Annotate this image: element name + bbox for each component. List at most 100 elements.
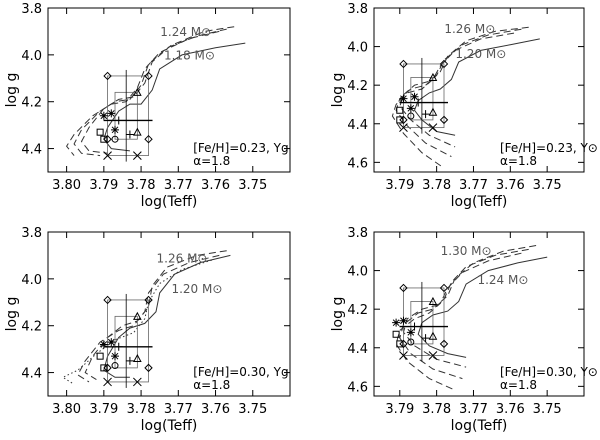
marker-square bbox=[396, 106, 404, 114]
marker-cross bbox=[399, 123, 408, 132]
plot-frame bbox=[373, 7, 585, 173]
marker-plus bbox=[421, 334, 430, 343]
y-tick-label: 4.2 bbox=[347, 303, 368, 318]
x-tick-label: 3.79 bbox=[385, 178, 414, 193]
x-tick-label: 3.79 bbox=[89, 178, 118, 193]
marker-triangle bbox=[428, 296, 438, 305]
marker-square bbox=[396, 340, 404, 348]
marker-asterisk bbox=[410, 92, 419, 101]
marker-diamond bbox=[103, 71, 112, 81]
x-tick-label: 3.75 bbox=[533, 402, 562, 417]
track-line-2 bbox=[77, 254, 220, 383]
marker-diamond bbox=[144, 71, 153, 81]
track-line-2 bbox=[399, 248, 529, 380]
mass-label: 1.26 M⊙ bbox=[157, 251, 208, 265]
panel-bottom-left: 3.80 3.79 3.78 3.77 3.76 3.75 3.8 4.0 4.2 4.4 log(… bbox=[4, 226, 291, 434]
x-tick-label: 3.75 bbox=[238, 178, 267, 193]
marker-cross bbox=[103, 377, 112, 387]
panel-top-left: 3.80 3.79 3.78 3.77 3.76 3.75 3.8 4.0 4.2 4.4 log(… bbox=[4, 2, 291, 210]
marker-triangle bbox=[133, 87, 142, 96]
marker-plus bbox=[125, 356, 134, 365]
marker-cross bbox=[428, 123, 438, 132]
composition-annotation: [Fe/H]=0.30, Yg bbox=[193, 365, 288, 379]
marker-diamond bbox=[399, 283, 408, 293]
marker-square bbox=[396, 116, 404, 124]
marker-circle bbox=[111, 135, 119, 143]
composition-annotation: α=1.8 bbox=[500, 154, 537, 168]
marker-circle bbox=[407, 338, 415, 346]
marker-plus bbox=[125, 130, 134, 139]
marker-asterisk bbox=[406, 104, 415, 113]
x-axis-title: log(Teff) bbox=[141, 194, 198, 210]
marker-cross bbox=[428, 351, 438, 360]
y-tick-label: 4.6 bbox=[347, 380, 368, 395]
y-tick-label: 4.0 bbox=[347, 41, 368, 56]
marker-square bbox=[100, 364, 108, 372]
y-axis-title: log g bbox=[330, 73, 346, 108]
mass-label: 1.24 M⊙ bbox=[160, 25, 211, 39]
y-axis-title: log g bbox=[4, 297, 20, 332]
track-line-2 bbox=[73, 28, 227, 157]
y-tick-label: 4.4 bbox=[347, 342, 368, 357]
mass-label: 1.20 M⊙ bbox=[455, 47, 506, 61]
marker-asterisk bbox=[99, 111, 108, 120]
composition-annotation: [Fe/H]=0.30, Y⊙ bbox=[500, 365, 598, 379]
marker-asterisk bbox=[107, 338, 116, 347]
x-tick-label: 3.79 bbox=[89, 402, 118, 417]
mass-label: 1.24 M⊙ bbox=[477, 273, 528, 287]
x-tick-label: 3.80 bbox=[52, 402, 81, 417]
y-axis-title: log g bbox=[4, 73, 20, 108]
marker-triangle bbox=[133, 311, 142, 320]
panel-bottom-right: 3.79 3.78 3.77 3.76 3.75 3.8 4.0 4.2 4.4 4.6 log(T… bbox=[330, 226, 598, 434]
marker-plus bbox=[114, 116, 123, 125]
marker-diamond bbox=[144, 295, 153, 305]
marker-diamond bbox=[144, 363, 153, 373]
marker-asterisk bbox=[399, 316, 408, 325]
marker-asterisk bbox=[99, 340, 108, 349]
marker-asterisk bbox=[406, 328, 415, 337]
track-line-2 bbox=[395, 28, 522, 158]
marker-triangle bbox=[133, 353, 142, 363]
plot-frame bbox=[47, 7, 291, 173]
marker-diamond bbox=[103, 134, 112, 144]
marker-cross bbox=[399, 351, 408, 360]
track-line-0 bbox=[417, 256, 548, 358]
marker-diamond bbox=[439, 59, 449, 69]
marker-diamond bbox=[103, 363, 112, 373]
marker-asterisk bbox=[107, 109, 116, 118]
x-axis-title: log(Teff) bbox=[451, 418, 508, 434]
composition-annotation: α=1.8 bbox=[193, 378, 230, 392]
y-tick-label: 3.8 bbox=[21, 226, 42, 241]
marker-triangle bbox=[428, 331, 438, 340]
marker-asterisk bbox=[399, 94, 408, 103]
marker-cross bbox=[133, 377, 142, 387]
x-tick-label: 3.78 bbox=[422, 178, 451, 193]
x-tick-label: 3.76 bbox=[496, 178, 525, 193]
marker-asterisk bbox=[392, 318, 401, 327]
x-tick-label: 3.76 bbox=[201, 178, 230, 193]
marker-square bbox=[96, 352, 104, 360]
marker-diamond bbox=[103, 295, 112, 305]
plot-frame bbox=[373, 231, 585, 397]
composition-annotation: [Fe/H]=0.23, Yg bbox=[193, 141, 288, 155]
mass-label: 1.26 M⊙ bbox=[444, 22, 495, 36]
composition-annotation: [Fe/H]=0.23, Y⊙ bbox=[500, 141, 598, 155]
y-tick-label: 4.4 bbox=[347, 118, 368, 133]
marker-cross bbox=[133, 151, 142, 160]
y-tick-label: 4.2 bbox=[21, 96, 42, 111]
marker-circle bbox=[111, 362, 119, 370]
marker-plus bbox=[114, 342, 123, 351]
track-line-3 bbox=[391, 32, 515, 169]
y-tick-label: 4.2 bbox=[21, 320, 42, 335]
x-tick-label: 3.79 bbox=[385, 402, 414, 417]
marker-circle bbox=[407, 112, 415, 120]
y-axis-title: log g bbox=[330, 297, 346, 332]
marker-plus bbox=[410, 322, 419, 331]
marker-diamond bbox=[399, 115, 408, 125]
track-line-1 bbox=[402, 245, 537, 368]
composition-annotation: α=1.8 bbox=[193, 154, 230, 168]
marker-diamond bbox=[399, 59, 408, 69]
marker-diamond bbox=[439, 283, 449, 293]
x-tick-label: 3.78 bbox=[127, 402, 156, 417]
